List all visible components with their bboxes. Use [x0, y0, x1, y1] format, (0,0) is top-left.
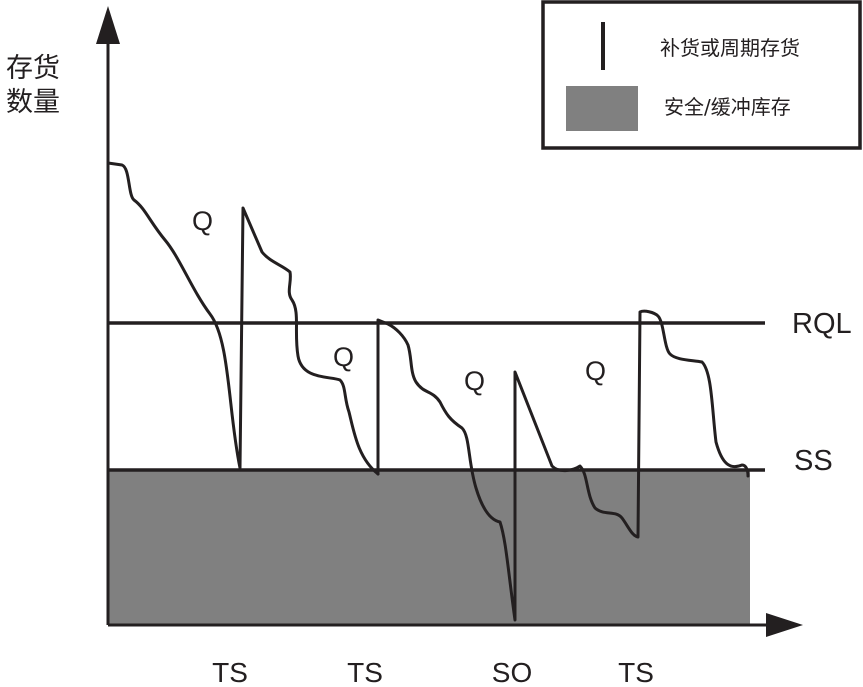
q-label: Q — [333, 342, 354, 372]
x-label-so: SO — [492, 657, 532, 687]
q-label: Q — [585, 356, 606, 386]
legend-safety-label: 安全/缓冲库存 — [664, 95, 791, 119]
legend-replenish-label: 补货或周期存货 — [660, 36, 800, 60]
inventory-curve-1 — [106, 161, 380, 476]
rql-label: RQL — [792, 308, 852, 340]
legend: 补货或周期存货 安全/缓冲库存 — [541, 0, 862, 150]
y-axis-label-line1: 存货 — [6, 53, 60, 84]
ss-label: SS — [794, 445, 833, 477]
inventory-curve-2 — [376, 309, 750, 622]
q-label: Q — [192, 206, 213, 236]
x-label-ts: TS — [347, 657, 383, 687]
q-label: Q — [464, 366, 485, 396]
x-label-ts: TS — [618, 657, 654, 687]
x-axis-arrow — [766, 613, 803, 637]
safety-stock-area — [108, 470, 750, 625]
y-axis-arrow — [96, 6, 120, 44]
x-label-ts: TS — [212, 657, 248, 687]
safety-swatch-icon — [566, 86, 638, 131]
y-axis-label-line2: 数量 — [6, 87, 60, 118]
